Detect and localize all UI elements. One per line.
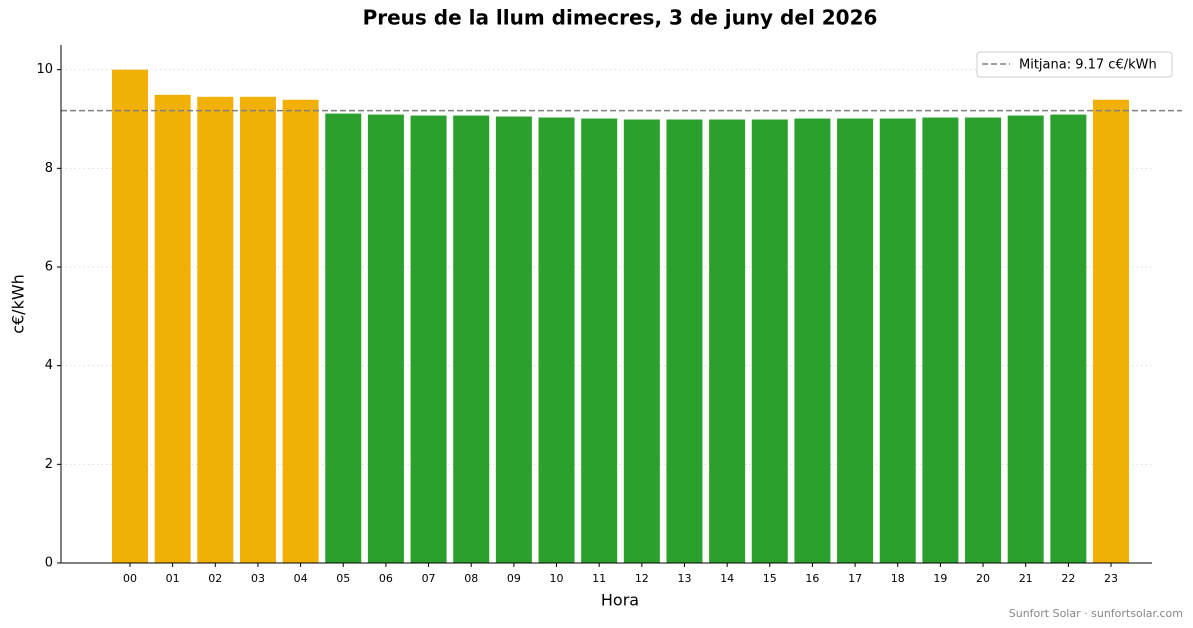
legend-label: Mitjana: 9.17 c€/kWh (1019, 58, 1157, 73)
y-tick-label: 4 (45, 358, 53, 373)
x-tick-label: 12 (635, 572, 649, 585)
bar (794, 118, 831, 564)
x-tick-label: 05 (336, 572, 350, 585)
x-tick-label: 23 (1104, 572, 1118, 585)
bar (751, 119, 788, 563)
x-tick-label: 10 (550, 572, 564, 585)
bar (623, 119, 660, 563)
x-tick-label: 02 (208, 572, 222, 585)
bar (1050, 114, 1087, 563)
legend-box (976, 51, 1173, 78)
x-tick-label: 14 (720, 572, 734, 585)
bar (239, 96, 276, 564)
y-tick-label: 0 (45, 556, 53, 571)
bar (709, 119, 746, 563)
bar (581, 118, 618, 564)
bar (282, 99, 319, 563)
x-tick-label: 07 (422, 572, 436, 585)
y-tick-label: 2 (45, 457, 53, 472)
y-tick-label: 8 (45, 161, 53, 176)
bar (367, 114, 404, 563)
bar (538, 117, 575, 564)
bar (666, 119, 703, 563)
x-tick-label: 09 (507, 572, 521, 585)
x-tick-label: 18 (891, 572, 905, 585)
x-tick-label: 21 (1019, 572, 1033, 585)
x-tick-label: 13 (677, 572, 691, 585)
x-axis-label: Hora (601, 591, 639, 610)
bar (495, 116, 532, 564)
bar (453, 115, 490, 564)
x-tick-label: 00 (123, 572, 137, 585)
x-tick-label: 22 (1061, 572, 1075, 585)
bar (410, 115, 447, 564)
x-tick-label: 06 (379, 572, 393, 585)
bar (837, 118, 874, 564)
x-tick-label: 08 (464, 572, 478, 585)
chart-title: Preus de la llum dimecres, 3 de juny del… (363, 6, 878, 30)
bar (154, 94, 191, 564)
footer: Sunfort Solar · sunfortsolar.com (1009, 607, 1183, 620)
bar (879, 118, 916, 564)
bar (922, 117, 959, 564)
x-tick-label: 15 (763, 572, 777, 585)
y-axis-label: c€/kWh (9, 274, 28, 334)
x-tick-label: 03 (251, 572, 265, 585)
y-tick-label: 6 (45, 260, 53, 275)
bar (1093, 99, 1129, 563)
bar (112, 69, 148, 564)
x-tick-label: 16 (805, 572, 819, 585)
bar (325, 113, 362, 563)
x-tick-label: 17 (848, 572, 862, 585)
x-tick-label: 01 (166, 572, 180, 585)
y-tick-label: 10 (36, 62, 53, 77)
x-tick-label: 04 (294, 572, 308, 585)
x-tick-label: 19 (933, 572, 947, 585)
x-tick-label: 11 (592, 572, 606, 585)
bar (197, 96, 234, 564)
bar (1007, 115, 1044, 564)
bar (965, 117, 1002, 564)
x-tick-label: 20 (976, 572, 990, 585)
